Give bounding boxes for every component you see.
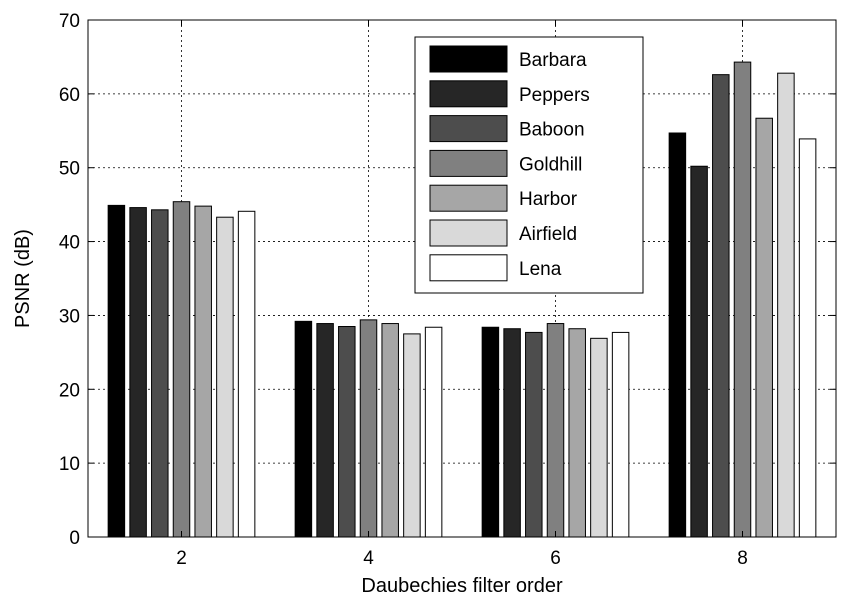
legend-label: Airfield: [519, 224, 577, 245]
bar-barbara: [294, 320, 313, 538]
bar-barbara: [107, 204, 126, 538]
bar-goldhill: [546, 323, 565, 538]
bar-baboon: [338, 326, 356, 538]
bar-peppers: [316, 323, 334, 538]
y-tick-label: 70: [59, 11, 80, 32]
bar-airfield: [590, 337, 608, 538]
bar-harbor: [381, 323, 399, 538]
bar-goldhill: [359, 319, 378, 538]
y-tick-label: 20: [59, 380, 80, 401]
legend-swatch: [429, 254, 508, 282]
bar-baboon: [525, 331, 543, 538]
bar-peppers: [503, 328, 521, 538]
bar-airfield: [777, 72, 795, 538]
y-tick-label: 0: [69, 528, 80, 549]
y-tick-label: 30: [59, 306, 80, 327]
bar-goldhill: [172, 201, 191, 538]
bar-lena: [424, 326, 443, 538]
axis-ticks: 0 10 20 30 40 50 60 70 2 4 6 8: [59, 11, 836, 569]
y-axis-title: PSNR (dB): [12, 229, 34, 328]
legend: Barbara Peppers Baboon Goldhill Harbor Airfie…: [414, 36, 644, 294]
y-tick-label: 10: [59, 454, 80, 475]
bar-harbor: [755, 117, 773, 538]
legend-label: Peppers: [519, 85, 590, 106]
bar-peppers: [690, 165, 708, 538]
x-tick-label: 6: [550, 548, 561, 569]
legend-swatch: [429, 80, 508, 108]
bar-baboon: [151, 209, 169, 538]
legend-swatch: [429, 149, 508, 177]
bar-peppers: [129, 207, 147, 538]
legend-swatch: [429, 184, 508, 212]
legend-label: Baboon: [519, 120, 585, 141]
y-tick-label: 50: [59, 159, 80, 180]
legend-swatch: [429, 219, 508, 247]
bar-lena: [611, 331, 630, 538]
x-axis-title: Daubechies filter order: [361, 575, 563, 597]
bar-airfield: [216, 216, 234, 538]
legend-label: Goldhill: [519, 154, 582, 175]
x-tick-label: 4: [363, 548, 374, 569]
x-tick-label: 8: [737, 548, 748, 569]
plot-frame: [87, 19, 837, 538]
bar-baboon: [712, 74, 730, 538]
legend-label: Barbara: [519, 50, 587, 71]
bar-goldhill: [733, 61, 752, 538]
bar-airfield: [403, 333, 421, 538]
bar-harbor: [194, 205, 212, 538]
y-tick-label: 60: [59, 85, 80, 106]
bar-lena: [798, 138, 817, 538]
x-tick-label: 2: [176, 548, 187, 569]
legend-swatch: [429, 115, 508, 143]
legend-label: Lena: [519, 259, 562, 280]
y-tick-label: 40: [59, 233, 80, 254]
bar-barbara: [668, 132, 687, 538]
legend-swatch: [429, 45, 508, 73]
bar-lena: [237, 210, 256, 538]
bar-barbara: [481, 326, 500, 538]
legend-label: Harbor: [519, 189, 578, 210]
bar-harbor: [568, 328, 586, 538]
